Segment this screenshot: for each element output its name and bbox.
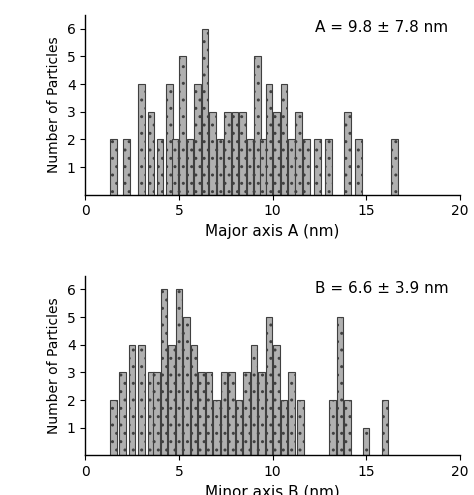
Bar	[326, 139, 332, 195]
Bar	[183, 317, 190, 455]
Bar	[153, 372, 160, 455]
Bar	[172, 139, 179, 195]
Bar	[191, 345, 197, 455]
Bar	[213, 400, 219, 455]
Bar	[265, 317, 272, 455]
Bar	[217, 139, 223, 195]
Bar	[247, 139, 254, 195]
Bar	[224, 112, 231, 195]
Bar	[138, 84, 145, 195]
Bar	[138, 345, 145, 455]
Bar	[110, 139, 117, 195]
Bar	[344, 400, 351, 455]
Bar	[206, 372, 212, 455]
Bar	[260, 139, 266, 195]
Bar	[228, 372, 235, 455]
Bar	[337, 317, 343, 455]
Bar	[314, 139, 321, 195]
Text: A = 9.8 ± 7.8 nm: A = 9.8 ± 7.8 nm	[315, 20, 448, 35]
Bar	[123, 139, 130, 195]
Bar	[147, 112, 154, 195]
Bar	[265, 84, 272, 195]
Bar	[220, 372, 227, 455]
Bar	[303, 139, 310, 195]
Bar	[281, 84, 287, 195]
Bar	[295, 112, 302, 195]
Y-axis label: Number of Particles: Number of Particles	[47, 37, 61, 173]
Bar	[281, 400, 287, 455]
Bar	[176, 290, 182, 455]
Bar	[288, 139, 294, 195]
Bar	[273, 345, 280, 455]
X-axis label: Major axis A (nm): Major axis A (nm)	[205, 224, 340, 239]
Bar	[236, 400, 242, 455]
Bar	[210, 112, 216, 195]
Bar	[147, 372, 154, 455]
Bar	[198, 372, 205, 455]
Bar	[243, 372, 250, 455]
Bar	[168, 345, 175, 455]
Bar	[391, 139, 398, 195]
Bar	[382, 400, 388, 455]
Bar	[254, 56, 261, 195]
Bar	[129, 345, 136, 455]
Bar	[119, 372, 126, 455]
Bar	[273, 112, 280, 195]
Bar	[356, 139, 362, 195]
Bar	[194, 84, 201, 195]
Bar	[258, 372, 264, 455]
Bar	[157, 139, 164, 195]
Bar	[329, 400, 336, 455]
Bar	[232, 112, 238, 195]
X-axis label: Minor axis B (nm): Minor axis B (nm)	[205, 485, 340, 495]
Bar	[202, 29, 209, 195]
Y-axis label: Number of Particles: Number of Particles	[47, 297, 61, 434]
Bar	[166, 84, 173, 195]
Bar	[179, 56, 186, 195]
Text: B = 6.6 ± 3.9 nm: B = 6.6 ± 3.9 nm	[315, 281, 448, 296]
Bar	[110, 400, 117, 455]
Bar	[187, 139, 193, 195]
Bar	[297, 400, 304, 455]
Bar	[344, 112, 351, 195]
Bar	[239, 112, 246, 195]
Bar	[251, 345, 257, 455]
Bar	[288, 372, 294, 455]
Bar	[363, 428, 369, 455]
Bar	[161, 290, 167, 455]
